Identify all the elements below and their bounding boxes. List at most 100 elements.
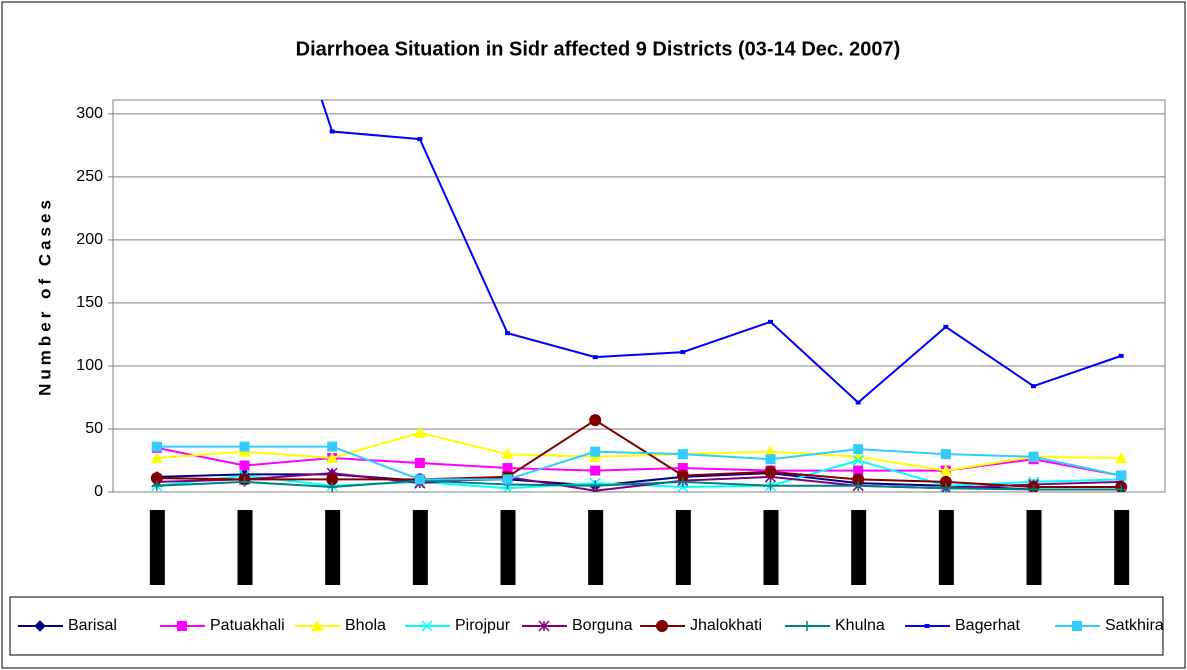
legend-label: Pirojpur — [455, 617, 511, 634]
marker — [764, 445, 777, 457]
marker — [1072, 621, 1082, 631]
marker — [852, 473, 865, 486]
marker — [677, 476, 688, 487]
y-tick-label: 300 — [76, 105, 103, 122]
redacted-label — [763, 510, 779, 585]
marker — [502, 474, 513, 485]
redacted-label — [588, 510, 604, 585]
marker — [414, 458, 425, 469]
marker — [855, 400, 861, 405]
marker — [590, 465, 601, 476]
redacted-label — [412, 510, 428, 585]
y-axis-label: Number of Cases — [35, 196, 54, 396]
marker — [939, 464, 952, 476]
marker — [239, 476, 250, 487]
legend-label: Bagerhat — [955, 617, 1020, 634]
marker — [151, 480, 162, 491]
chart-title: Diarrhoea Situation in Sidr affected 9 D… — [296, 38, 901, 60]
marker — [677, 449, 688, 460]
marker — [852, 450, 865, 462]
marker — [590, 480, 601, 491]
series-line — [156, 418, 1122, 488]
marker — [589, 414, 602, 427]
redacted-label — [500, 510, 516, 585]
series-line — [156, 431, 1122, 472]
y-tick-label: 50 — [85, 420, 103, 437]
marker — [329, 129, 335, 134]
marker — [676, 469, 689, 482]
marker — [656, 620, 668, 632]
marker — [852, 454, 864, 467]
marker — [765, 454, 776, 465]
plot-area — [112, 99, 1166, 493]
marker — [501, 448, 514, 460]
marker — [853, 480, 864, 491]
marker — [421, 620, 433, 632]
marker — [326, 451, 339, 463]
marker — [853, 444, 864, 455]
legend-label: Barisal — [68, 617, 117, 634]
marker — [1031, 384, 1036, 389]
legend-label: Satkhira — [1105, 617, 1164, 634]
legend-label: Bhola — [345, 617, 386, 634]
y-tick-label: 0 — [94, 483, 103, 500]
redacted-label — [1114, 510, 1130, 585]
marker — [768, 319, 773, 324]
marker — [505, 331, 510, 336]
redacted-label — [1026, 510, 1042, 585]
marker — [940, 449, 951, 460]
marker — [592, 355, 598, 360]
marker — [417, 137, 423, 142]
series-line — [156, 479, 1122, 491]
marker — [150, 451, 163, 463]
marker — [1118, 353, 1124, 358]
series-line — [320, 100, 1122, 404]
y-tick-label: 100 — [76, 357, 103, 374]
marker — [853, 465, 864, 476]
marker — [311, 620, 323, 631]
redacted-label — [938, 510, 954, 585]
legend-label: Jhalokhati — [690, 617, 762, 634]
marker — [939, 475, 952, 488]
redacted-label — [149, 510, 165, 585]
legend-label: Patuakhali — [210, 617, 285, 634]
marker — [677, 463, 688, 474]
marker — [150, 472, 163, 485]
y-tick-label: 150 — [76, 294, 103, 311]
marker — [1028, 484, 1039, 492]
marker — [924, 624, 930, 628]
marker — [502, 463, 513, 474]
y-tick-label: 250 — [76, 168, 103, 185]
marker — [327, 441, 338, 452]
marker — [151, 441, 162, 452]
marker — [414, 474, 425, 485]
legend-label: Borguna — [572, 617, 633, 634]
redacted-label — [325, 510, 341, 585]
y-tick-label: 200 — [76, 231, 103, 248]
marker — [943, 324, 949, 329]
legend-label: Khulna — [835, 617, 885, 634]
marker — [680, 350, 686, 355]
marker — [177, 621, 187, 631]
marker — [413, 426, 426, 438]
marker — [326, 473, 339, 486]
redacted-label — [237, 510, 253, 585]
marker — [802, 621, 812, 631]
marker — [1028, 451, 1039, 462]
marker — [940, 483, 951, 492]
marker — [764, 465, 777, 478]
marker — [239, 460, 250, 471]
marker — [1116, 484, 1127, 492]
marker — [327, 481, 338, 492]
marker — [765, 480, 776, 491]
marker — [1116, 470, 1127, 481]
marker — [590, 446, 601, 457]
marker — [34, 620, 46, 632]
marker — [1115, 451, 1128, 463]
redacted-label — [851, 510, 867, 585]
redacted-label — [675, 510, 691, 585]
marker — [538, 620, 550, 632]
series-line — [156, 445, 1122, 481]
marker — [239, 441, 250, 452]
